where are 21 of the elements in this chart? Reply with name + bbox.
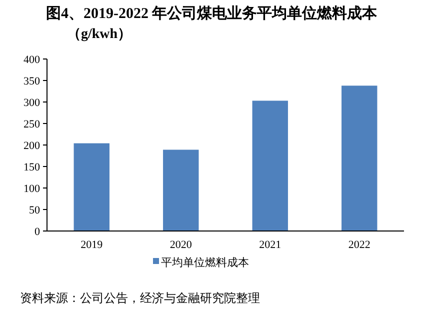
chart-subtitle: （g/kwh） [67,27,132,42]
y-tick-label: 50 [29,204,40,216]
bar [163,150,199,231]
y-tick-label: 200 [24,140,40,152]
bar [252,100,288,231]
y-tick-label: 350 [24,75,40,88]
x-tick-label: 2022 [348,239,370,251]
chart-title: 图4、2019-2022 年公司煤电业务平均单位燃料成本 [46,5,378,22]
bar [342,86,378,231]
x-tick-label: 2021 [259,239,282,251]
text: 资料来源：公司公告，经济与金融研究院整理 [20,291,260,305]
y-tick-label: 250 [24,118,40,130]
y-tick-label: 400 [24,54,40,66]
legend-label: 平均单位燃料成本 [161,256,249,269]
x-tick-label: 2019 [80,239,104,251]
y-tick-label: 150 [24,161,40,174]
bar [74,143,110,231]
y-tick-label: 300 [24,96,40,109]
y-tick-label: 100 [24,182,40,195]
y-tick-label: 0 [34,226,40,238]
x-tick-label: 2020 [170,239,192,251]
